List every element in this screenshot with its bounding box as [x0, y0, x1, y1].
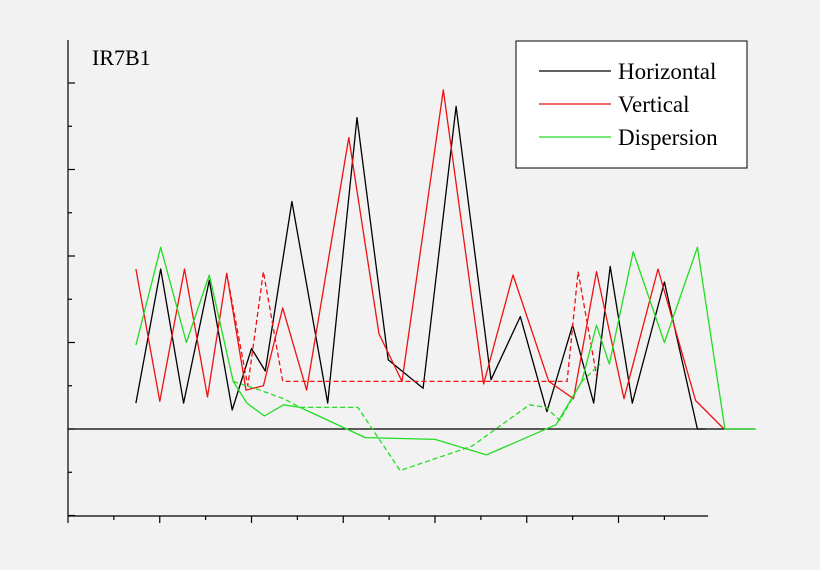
series-line-dispersion-solid [135, 246, 757, 456]
series-line-vertical-solid [135, 89, 725, 430]
legend: Horizontal Vertical Dispersion [515, 40, 748, 169]
chart-title: IR7B1 [92, 45, 151, 70]
legend-label-dispersion: Dispersion [618, 125, 718, 150]
series-line-dispersion-dashed [232, 363, 601, 472]
axes [67, 40, 708, 523]
legend-label-vertical: Vertical [618, 92, 690, 117]
series-line-horizontal-solid [135, 105, 755, 430]
legend-label-horizontal: Horizontal [618, 59, 716, 84]
legend-box [515, 40, 748, 169]
series-line-vertical-dashed [226, 270, 598, 387]
series-group [135, 89, 757, 472]
